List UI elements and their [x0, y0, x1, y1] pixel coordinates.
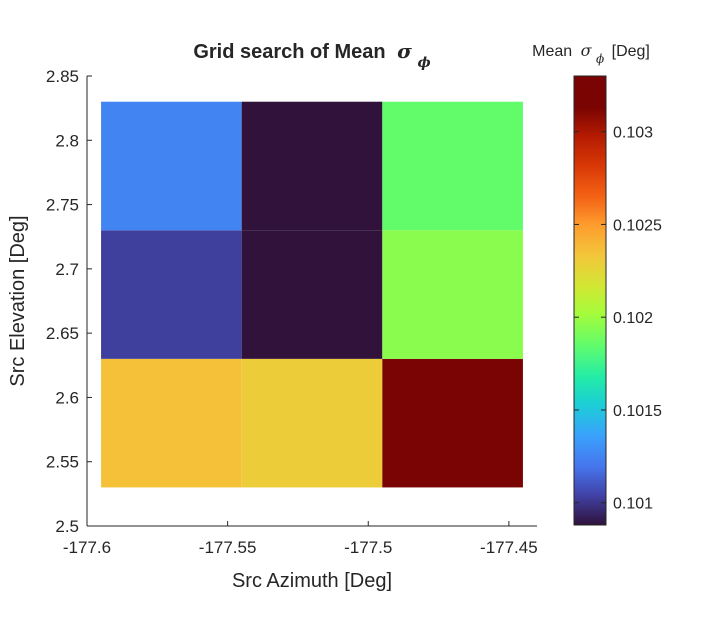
heatmap-cell-7 [241, 101, 383, 231]
colorbar-title-symbol: σ [581, 41, 593, 60]
x-axis-label: Src Azimuth [Deg] [232, 570, 392, 592]
heatmap-cell-3 [101, 230, 242, 359]
y-tick-label-1: 2.55 [46, 453, 79, 472]
y-tick-label-7: 2.85 [46, 67, 79, 86]
colorbar-title-subscript: ϕ [596, 52, 604, 66]
colorbar-ticks: 0.101 0.1015 0.102 0.1025 0.103 [574, 125, 662, 513]
y-tick-label-0: 2.5 [55, 517, 79, 536]
y-tick-label-5: 2.75 [46, 196, 79, 215]
x-tick-label-0: -177.6 [63, 538, 111, 557]
y-axis-label: Src Elevation [Deg] [7, 215, 29, 386]
y-tick-label-6: 2.8 [55, 131, 79, 150]
colorbar-tick-label-1: 0.1015 [613, 403, 662, 420]
x-tick-label-3: -177.45 [480, 538, 538, 557]
y-tick-label-2: 2.6 [55, 388, 79, 407]
chart-title-symbol: σ [397, 39, 412, 63]
plot-axes [86, 76, 537, 527]
heatmap-cell-8 [382, 101, 523, 231]
heatmap-cells [101, 101, 523, 488]
y-axis-ticks: 2.5 2.55 2.6 2.65 2.7 2.75 2.8 2.85 [46, 67, 92, 536]
colorbar-tick-label-4: 0.103 [613, 125, 653, 142]
chart-title-subscript: ϕ [417, 55, 430, 71]
colorbar-tick-label-2: 0.102 [613, 310, 653, 327]
colorbar-tick-label-0: 0.101 [613, 496, 653, 513]
chart-title: Grid search of Mean σ ϕ [193, 39, 430, 71]
heatmap-cell-5 [382, 230, 523, 359]
colorbar-title-text: Mean [532, 43, 572, 60]
heatmap-cell-1 [241, 358, 383, 488]
heatmap-cell-0 [101, 358, 242, 488]
heatmap-cell-2 [382, 358, 523, 488]
x-tick-label-1: -177.55 [199, 538, 257, 557]
colorbar [573, 75, 607, 526]
colorbar-tick-label-3: 0.1025 [613, 217, 662, 234]
x-tick-label-2: -177.5 [344, 538, 392, 557]
colorbar-title-unit: [Deg] [612, 43, 650, 60]
chart-title-text: Grid search of Mean [193, 41, 385, 63]
heatmap-cell-6 [101, 101, 242, 231]
heatmap-cell-4 [241, 230, 383, 359]
x-axis-ticks: -177.6 -177.55 -177.5 -177.45 [63, 521, 538, 557]
colorbar-title: Mean σ ϕ [Deg] [532, 41, 650, 67]
y-tick-label-4: 2.7 [55, 260, 79, 279]
y-tick-label-3: 2.65 [46, 324, 79, 343]
